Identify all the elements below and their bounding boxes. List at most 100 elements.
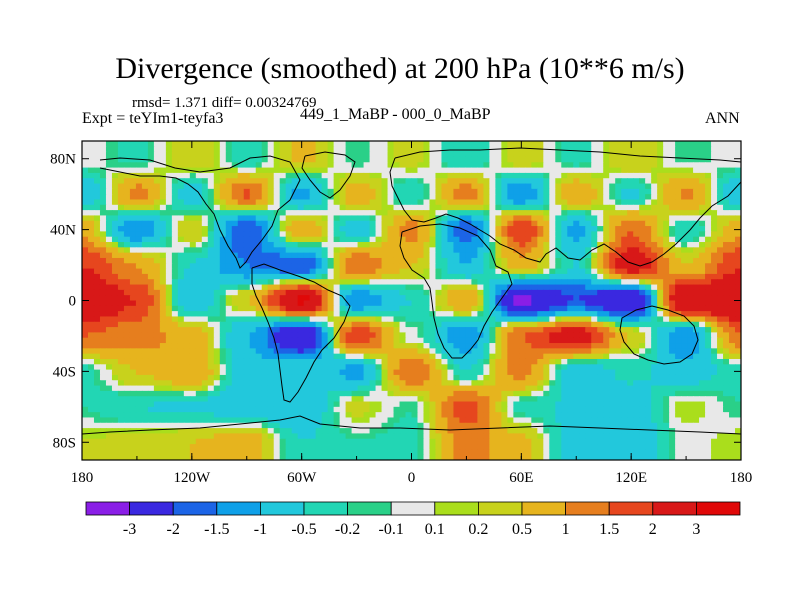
field-cell	[453, 220, 461, 227]
field-cell	[495, 321, 502, 328]
field-cell	[693, 141, 700, 147]
field-cell	[621, 178, 628, 185]
field-cell	[82, 242, 89, 248]
field-cell	[495, 284, 502, 291]
field-cell	[399, 236, 407, 243]
field-cell	[699, 353, 706, 360]
field-cell	[231, 188, 239, 195]
field-cell	[615, 332, 622, 339]
field-cell	[207, 141, 215, 147]
field-cell	[363, 273, 371, 280]
field-cell	[237, 199, 245, 206]
field-cell	[723, 141, 730, 147]
field-cell	[399, 178, 407, 185]
field-cell	[597, 369, 604, 376]
field-cell	[525, 332, 532, 339]
field-cell	[201, 343, 209, 349]
field-cell	[669, 343, 676, 349]
field-cell	[693, 311, 700, 318]
field-cell	[579, 231, 586, 238]
field-cell	[303, 279, 311, 286]
field-cell	[369, 358, 377, 365]
field-cell	[453, 183, 461, 190]
field-cell	[597, 327, 604, 333]
field-cell	[375, 210, 383, 217]
field-cell	[183, 194, 191, 201]
field-cell	[519, 284, 526, 291]
field-cell	[375, 199, 383, 206]
field-cell	[627, 204, 634, 211]
field-cell	[603, 151, 610, 158]
field-cell	[393, 311, 401, 318]
field-cell	[603, 252, 610, 259]
field-cell	[141, 332, 149, 339]
field-cell	[225, 321, 233, 328]
field-cell	[477, 321, 484, 328]
field-cell	[129, 316, 137, 323]
field-cell	[531, 194, 538, 201]
field-cell	[483, 353, 490, 360]
field-cell	[501, 343, 508, 349]
field-cell	[369, 268, 377, 275]
field-cell	[447, 242, 455, 248]
field-cell	[663, 305, 670, 312]
field-cell	[633, 364, 640, 371]
field-cell	[591, 141, 598, 147]
field-cell	[693, 268, 700, 275]
field-cell	[675, 279, 682, 286]
field-cell	[189, 242, 197, 248]
field-cell	[285, 289, 293, 296]
field-cell	[453, 337, 461, 344]
field-cell	[171, 247, 179, 254]
field-cell	[231, 337, 239, 344]
field-cell	[93, 151, 101, 158]
field-cell	[141, 327, 149, 333]
field-cell	[417, 156, 425, 163]
field-cell	[213, 156, 221, 163]
field-cell	[82, 364, 89, 371]
field-cell	[159, 273, 167, 280]
field-cell	[633, 358, 640, 365]
field-cell	[681, 242, 688, 248]
field-cell	[633, 348, 640, 355]
field-cell	[135, 226, 143, 232]
field-cell	[531, 327, 538, 333]
field-cell	[225, 268, 233, 275]
field-cell	[423, 295, 431, 302]
field-cell	[315, 156, 323, 163]
field-cell	[345, 146, 353, 153]
field-cell	[435, 178, 443, 185]
field-cell	[663, 279, 670, 286]
field-cell	[585, 305, 592, 312]
field-cell	[687, 321, 694, 328]
field-cell	[429, 353, 437, 360]
field-cell	[435, 316, 443, 323]
field-cell	[225, 162, 233, 169]
field-cell	[309, 242, 317, 248]
field-cell	[657, 242, 664, 248]
field-cell	[393, 364, 401, 371]
field-cell	[681, 284, 688, 291]
field-cell	[531, 289, 538, 296]
field-cell	[453, 311, 461, 318]
field-cell	[549, 167, 556, 174]
field-cell	[633, 210, 640, 217]
field-cell	[82, 178, 89, 185]
field-cell	[459, 348, 467, 355]
field-cell	[687, 369, 694, 376]
field-cell	[105, 289, 113, 296]
field-cell	[249, 327, 257, 333]
field-cell	[621, 337, 628, 344]
field-cell	[483, 242, 490, 248]
field-cell	[435, 279, 443, 286]
field-cell	[417, 167, 425, 174]
field-cell	[573, 178, 580, 185]
field-cell	[273, 141, 281, 147]
field-cell	[327, 374, 335, 381]
field-cell	[681, 374, 688, 381]
field-cell	[609, 263, 616, 270]
field-cell	[267, 141, 275, 147]
field-cell	[225, 332, 233, 339]
field-cell	[435, 252, 443, 259]
field-cell	[735, 252, 741, 259]
